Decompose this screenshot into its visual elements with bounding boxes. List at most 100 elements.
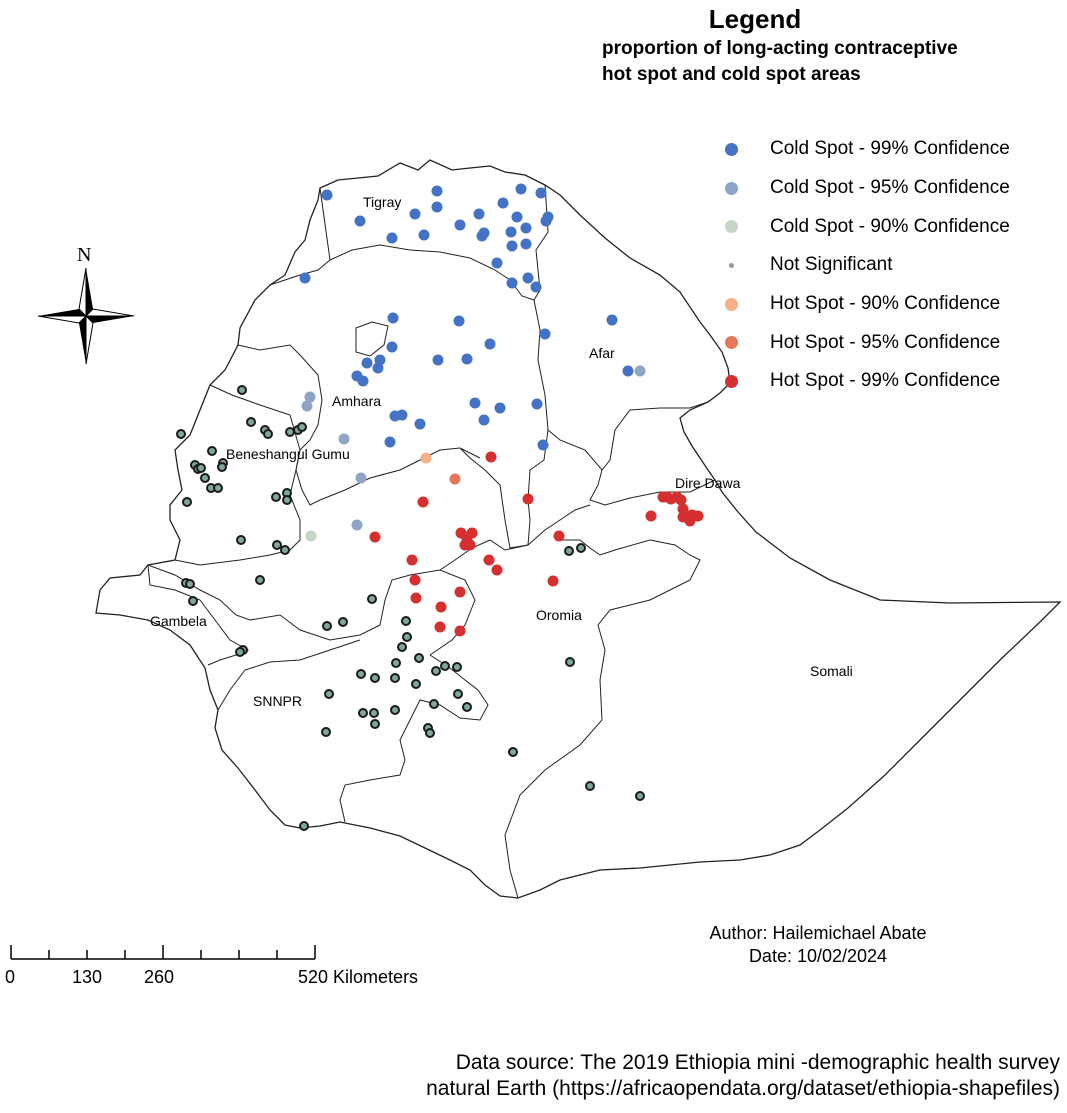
beneshangul-boundary bbox=[174, 384, 301, 566]
not-significant-point bbox=[338, 617, 348, 627]
not-significant-point bbox=[565, 657, 575, 667]
legend-item: Not Significant bbox=[718, 246, 1058, 285]
not-significant-point bbox=[425, 728, 435, 738]
cold-spot-point bbox=[520, 238, 532, 250]
cold-spot-point bbox=[361, 357, 373, 369]
legend-subtitle: proportion of long-acting contraceptive … bbox=[602, 36, 1062, 88]
not-significant-point bbox=[391, 658, 401, 668]
region-label-tigray: Tigray bbox=[363, 194, 401, 210]
cold-spot-point bbox=[386, 341, 398, 353]
cold-spot-point bbox=[520, 222, 532, 234]
not-significant-point bbox=[188, 596, 198, 606]
scale-label-260: 260 bbox=[144, 967, 175, 987]
region-label-snnpr: SNNPR bbox=[253, 693, 302, 709]
not-significant-point bbox=[508, 747, 518, 757]
hot-spot-point bbox=[466, 527, 478, 539]
not-significant-point bbox=[196, 463, 206, 473]
cold-spot-point bbox=[418, 229, 430, 241]
not-significant-point bbox=[297, 422, 307, 432]
data-source-line2: natural Earth (https://africaopendata.or… bbox=[426, 1077, 1060, 1100]
somali-boundary bbox=[504, 539, 701, 899]
cold-spot-point bbox=[535, 187, 547, 199]
legend-symbol-icon bbox=[718, 368, 744, 394]
not-significant-point bbox=[414, 653, 424, 663]
legend-symbol-icon bbox=[718, 214, 744, 240]
not-significant-point bbox=[272, 540, 282, 550]
hot-spot-point bbox=[410, 592, 422, 604]
hot-spot-point bbox=[435, 601, 447, 613]
region-label-amhara: Amhara bbox=[332, 393, 381, 409]
amhara-boundary bbox=[237, 259, 461, 506]
hot-spot-point bbox=[369, 531, 381, 543]
snnpr-boundary bbox=[217, 639, 489, 823]
hot-spot-point bbox=[675, 494, 687, 506]
hot-spot-point bbox=[464, 539, 476, 551]
author-date: Date: 10/02/2024 bbox=[748, 946, 888, 966]
cold-spot-point bbox=[453, 315, 465, 327]
not-significant-point bbox=[390, 705, 400, 715]
cold-spot-point bbox=[506, 240, 518, 252]
ethiopia-outline bbox=[95, 159, 1062, 899]
not-significant-point bbox=[237, 385, 247, 395]
hot-spot-point bbox=[522, 493, 534, 505]
hot-spot-point bbox=[434, 621, 446, 633]
cold-spot-point bbox=[414, 418, 426, 430]
legend-symbol-icon bbox=[718, 136, 744, 162]
cold-spot-point bbox=[454, 219, 466, 231]
cold-spot-point bbox=[351, 519, 363, 531]
cold-spot-point bbox=[506, 277, 518, 289]
legend-item-label: Hot Spot - 99% Confidence bbox=[770, 370, 1001, 392]
not-significant-point bbox=[282, 495, 292, 505]
legend-item: Cold Spot - 99% Confidence bbox=[718, 130, 1058, 169]
region-label-afar: Afar bbox=[589, 345, 615, 361]
cold-spot-point bbox=[540, 215, 552, 227]
not-significant-point bbox=[356, 669, 366, 679]
cold-spot-point bbox=[431, 201, 443, 213]
not-significant-point bbox=[236, 535, 246, 545]
scale-label-520: 520 Kilometers bbox=[298, 967, 419, 987]
legend-subtitle-line1: proportion of long-acting contraceptive bbox=[602, 38, 958, 59]
cold-spot-point bbox=[372, 362, 384, 374]
cold-spot-point bbox=[409, 208, 421, 220]
cold-spot-point bbox=[511, 211, 523, 223]
cold-spot-point bbox=[357, 375, 369, 387]
north-arrow-icon bbox=[37, 267, 135, 365]
legend-item: Cold Spot - 95% Confidence bbox=[718, 169, 1058, 208]
cold-spot-point bbox=[469, 397, 481, 409]
cold-spot-point bbox=[473, 208, 485, 220]
cold-spot-point bbox=[299, 272, 311, 284]
not-significant-point bbox=[402, 632, 412, 642]
not-significant-point bbox=[397, 642, 407, 652]
cold-spot-point bbox=[355, 472, 367, 484]
scale-bar bbox=[10, 945, 316, 960]
author-name: Author: Hailemichael Abate bbox=[709, 923, 927, 943]
cold-spot-point bbox=[539, 328, 551, 340]
gambela-boundary bbox=[147, 564, 250, 666]
not-significant-point bbox=[285, 427, 295, 437]
not-significant-point bbox=[429, 699, 439, 709]
not-significant-point bbox=[390, 673, 400, 683]
hot-spot-point bbox=[677, 503, 689, 515]
north-label: N bbox=[77, 244, 92, 266]
not-significant-point bbox=[263, 429, 273, 439]
cold-spot-point bbox=[537, 439, 549, 451]
legend-symbol-icon bbox=[718, 291, 744, 317]
region-label-dire-dawa: Dire Dawa bbox=[675, 475, 741, 491]
cold-spot-point bbox=[491, 257, 503, 269]
oromia-interior-boundary bbox=[439, 504, 591, 571]
cluster-points bbox=[176, 183, 704, 831]
not-significant-point bbox=[246, 417, 256, 427]
cold-spot-point bbox=[530, 281, 542, 293]
legend-symbol-icon bbox=[718, 175, 744, 201]
not-significant-point bbox=[564, 546, 574, 556]
data-source-line1: Data source: The 2019 Ethiopia mini -dem… bbox=[455, 1051, 1060, 1074]
legend-title: Legend bbox=[708, 4, 802, 34]
hot-spot-point bbox=[454, 586, 466, 598]
not-significant-point bbox=[411, 679, 421, 689]
not-significant-point bbox=[369, 708, 379, 718]
legend-subtitle-line2: hot spot and cold spot areas bbox=[602, 64, 861, 85]
scale-label-0: 0 bbox=[5, 967, 16, 987]
legend-item-label: Not Significant bbox=[770, 254, 893, 276]
cold-spot-point bbox=[478, 227, 490, 239]
